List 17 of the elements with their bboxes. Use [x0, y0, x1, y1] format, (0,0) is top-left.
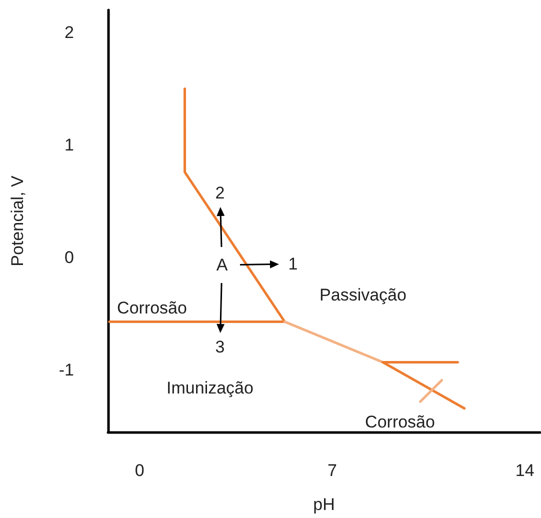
y-axis-title: Potencial, V — [8, 174, 27, 266]
annotation: Corrosão — [117, 298, 187, 318]
x-tick-label: 14 — [515, 461, 534, 480]
annotation: Passivação — [320, 286, 406, 304]
x-axis-title: pH — [313, 495, 335, 514]
annotation: Imunização — [166, 378, 254, 398]
y-tick-label: -1 — [58, 360, 74, 380]
annotation: A — [216, 256, 228, 274]
y-tick-label: 1 — [64, 136, 74, 155]
annotation: 2 — [215, 184, 225, 202]
y-tick-label: 2 — [64, 23, 74, 42]
annotation: 1 — [288, 254, 298, 274]
x-tick-label: 0 — [134, 461, 144, 480]
x-tick-label: 7 — [328, 461, 337, 480]
annotation: 3 — [215, 338, 225, 356]
y-tick-label: 0 — [64, 248, 74, 268]
annotation: Corrosão — [365, 412, 435, 432]
